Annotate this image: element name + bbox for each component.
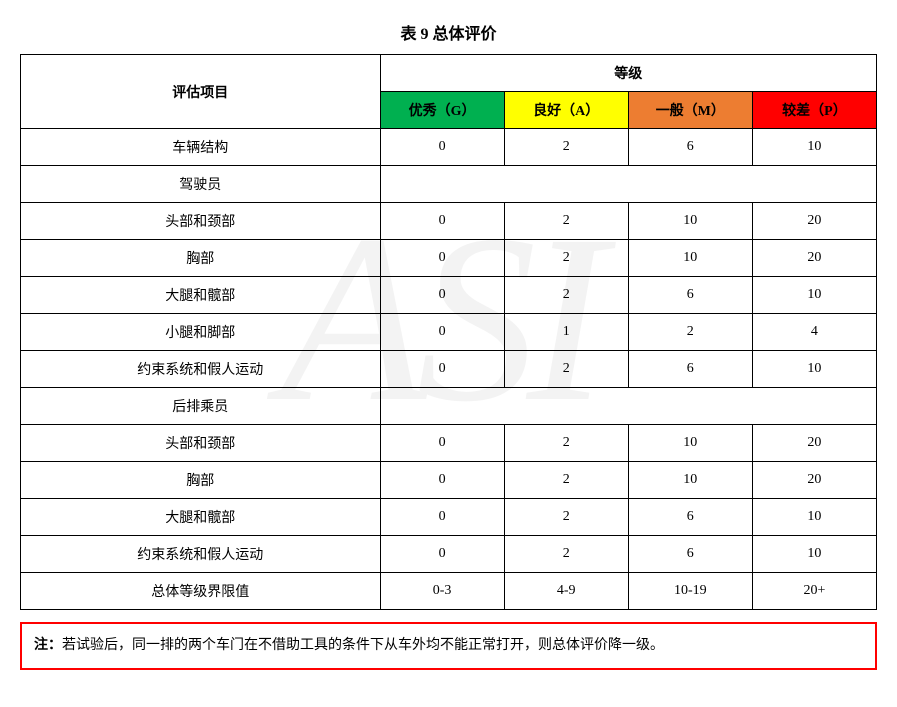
cell-g: 0-3 <box>380 573 504 610</box>
cell-g: 0 <box>380 462 504 499</box>
table-row: 总体等级界限值0-34-910-1920+ <box>21 573 877 610</box>
cell-p: 4 <box>752 314 876 351</box>
cell-p: 10 <box>752 351 876 388</box>
cell-a: 2 <box>504 240 628 277</box>
cell-p: 10 <box>752 499 876 536</box>
cell-g: 0 <box>380 536 504 573</box>
table-row: 小腿和脚部0124 <box>21 314 877 351</box>
cell-m: 6 <box>628 277 752 314</box>
table-row: 大腿和髋部02610 <box>21 277 877 314</box>
row-label: 小腿和脚部 <box>21 314 381 351</box>
table-row: 后排乘员 <box>21 388 877 425</box>
cell-g: 0 <box>380 129 504 166</box>
note-label: 注： <box>34 638 62 653</box>
cell-a: 2 <box>504 351 628 388</box>
col-header-eval-item: 评估项目 <box>21 55 381 129</box>
cell-a: 2 <box>504 536 628 573</box>
col-header-a: 良好（A） <box>504 92 628 129</box>
cell-m: 10 <box>628 240 752 277</box>
cell-a: 2 <box>504 277 628 314</box>
cell-a: 1 <box>504 314 628 351</box>
row-label: 总体等级界限值 <box>21 573 381 610</box>
cell-p: 20 <box>752 240 876 277</box>
table-row: 约束系统和假人运动02610 <box>21 351 877 388</box>
table-title: 表 9 总体评价 <box>20 20 877 44</box>
cell-a: 4-9 <box>504 573 628 610</box>
row-label: 胸部 <box>21 462 381 499</box>
cell-a: 2 <box>504 462 628 499</box>
table-row: 大腿和髋部02610 <box>21 499 877 536</box>
row-label: 车辆结构 <box>21 129 381 166</box>
cell-m: 10 <box>628 462 752 499</box>
table-row: 驾驶员 <box>21 166 877 203</box>
cell-m: 6 <box>628 351 752 388</box>
cell-g: 0 <box>380 277 504 314</box>
evaluation-table: 评估项目 等级 优秀（G） 良好（A） 一般（M） 较差（P） 车辆结构0261… <box>20 54 877 610</box>
cell-a: 2 <box>504 425 628 462</box>
cell-p: 20 <box>752 425 876 462</box>
cell-p: 20+ <box>752 573 876 610</box>
section-empty-cell <box>380 388 876 425</box>
row-label: 大腿和髋部 <box>21 499 381 536</box>
cell-g: 0 <box>380 351 504 388</box>
table-row: 约束系统和假人运动02610 <box>21 536 877 573</box>
note-box: 注：若试验后，同一排的两个车门在不借助工具的条件下从车外均不能正常打开，则总体评… <box>20 622 877 670</box>
row-label: 后排乘员 <box>21 388 381 425</box>
cell-m: 6 <box>628 129 752 166</box>
cell-g: 0 <box>380 240 504 277</box>
cell-p: 10 <box>752 277 876 314</box>
cell-g: 0 <box>380 499 504 536</box>
table-row: 胸部021020 <box>21 240 877 277</box>
col-header-p: 较差（P） <box>752 92 876 129</box>
row-label: 头部和颈部 <box>21 425 381 462</box>
col-header-grade: 等级 <box>380 55 876 92</box>
table-row: 头部和颈部021020 <box>21 203 877 240</box>
cell-a: 2 <box>504 499 628 536</box>
row-label: 约束系统和假人运动 <box>21 536 381 573</box>
cell-g: 0 <box>380 314 504 351</box>
table-row: 头部和颈部021020 <box>21 425 877 462</box>
cell-m: 10 <box>628 203 752 240</box>
cell-m: 6 <box>628 499 752 536</box>
note-text: 若试验后，同一排的两个车门在不借助工具的条件下从车外均不能正常打开，则总体评价降… <box>62 638 664 653</box>
cell-g: 0 <box>380 203 504 240</box>
section-empty-cell <box>380 166 876 203</box>
cell-g: 0 <box>380 425 504 462</box>
cell-m: 10-19 <box>628 573 752 610</box>
cell-a: 2 <box>504 129 628 166</box>
row-label: 约束系统和假人运动 <box>21 351 381 388</box>
table-body: 车辆结构02610驾驶员头部和颈部021020胸部021020大腿和髋部0261… <box>21 129 877 610</box>
cell-p: 10 <box>752 536 876 573</box>
cell-p: 20 <box>752 462 876 499</box>
col-header-m: 一般（M） <box>628 92 752 129</box>
cell-p: 10 <box>752 129 876 166</box>
row-label: 胸部 <box>21 240 381 277</box>
col-header-g: 优秀（G） <box>380 92 504 129</box>
cell-m: 6 <box>628 536 752 573</box>
cell-a: 2 <box>504 203 628 240</box>
header-row-1: 评估项目 等级 <box>21 55 877 92</box>
cell-m: 2 <box>628 314 752 351</box>
cell-p: 20 <box>752 203 876 240</box>
row-label: 头部和颈部 <box>21 203 381 240</box>
row-label: 驾驶员 <box>21 166 381 203</box>
table-row: 车辆结构02610 <box>21 129 877 166</box>
table-row: 胸部021020 <box>21 462 877 499</box>
cell-m: 10 <box>628 425 752 462</box>
row-label: 大腿和髋部 <box>21 277 381 314</box>
